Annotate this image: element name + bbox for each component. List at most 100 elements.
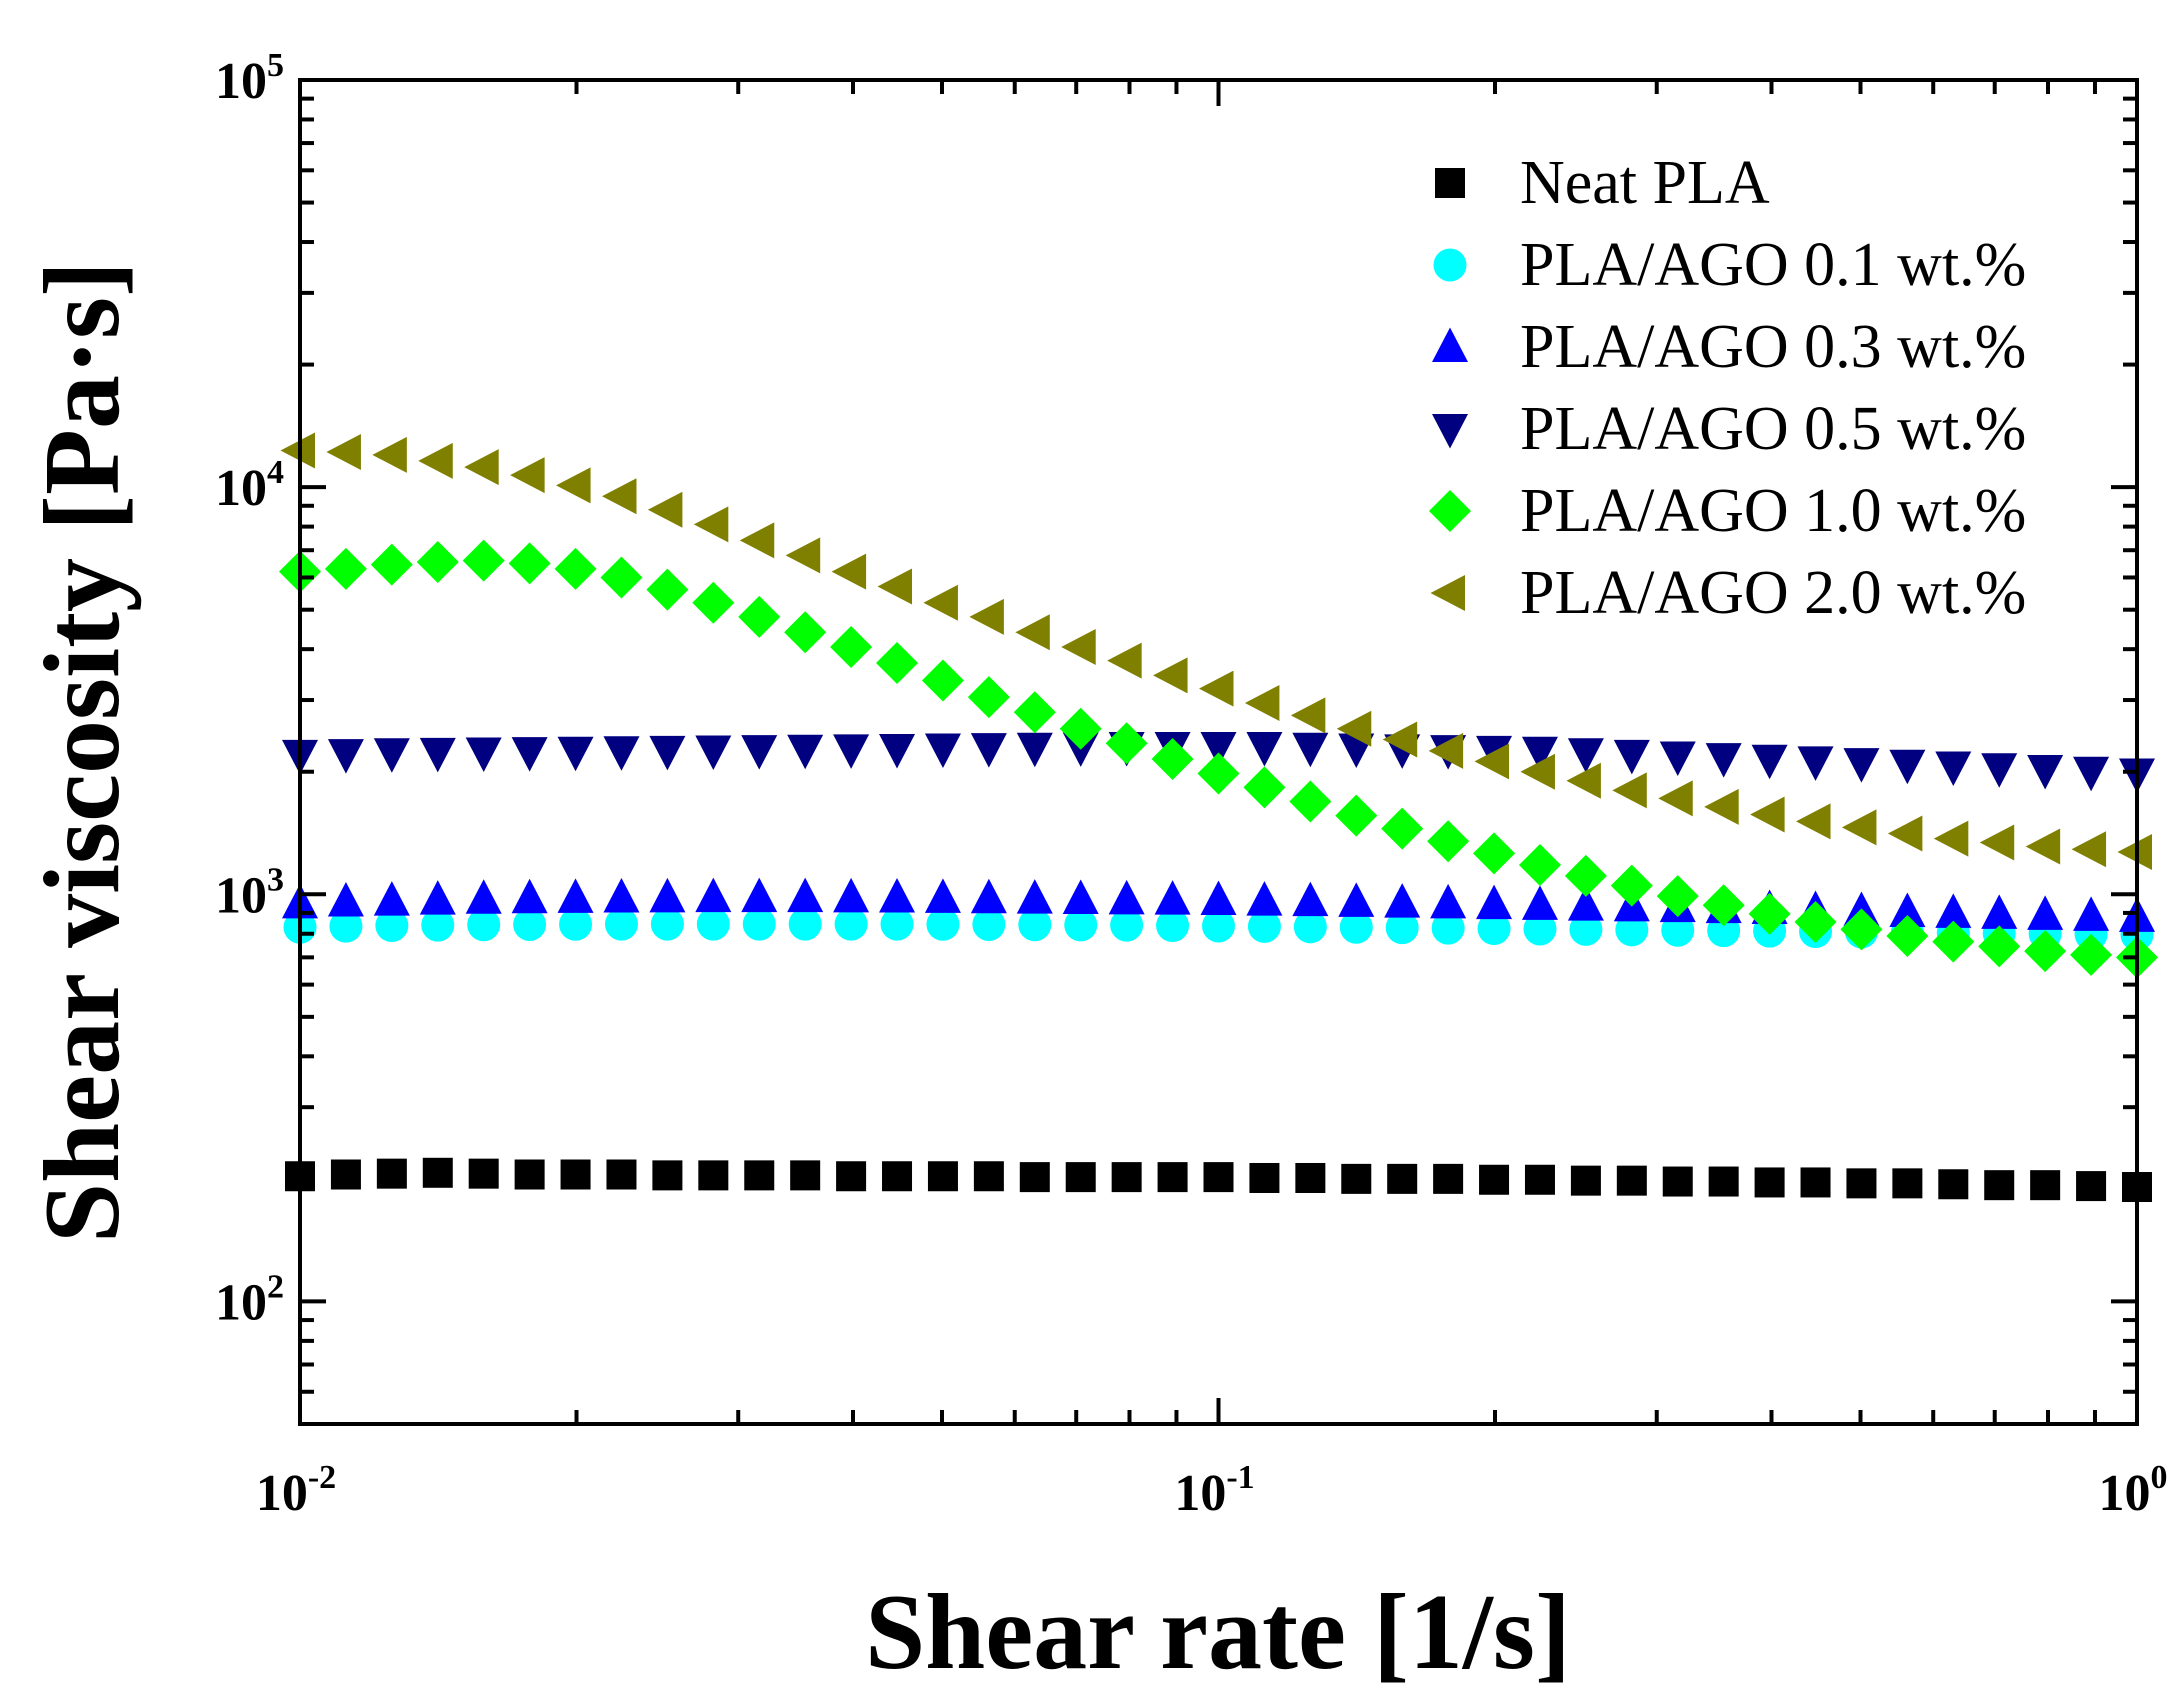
data-point (510, 457, 545, 494)
data-point (741, 877, 778, 913)
data-point (1521, 885, 1558, 920)
data-point (1658, 780, 1693, 817)
data-point (924, 733, 961, 769)
data-point (1203, 1162, 1234, 1193)
data-point (1016, 732, 1053, 768)
data-point (695, 735, 732, 771)
data-point (877, 568, 913, 605)
legend-marker (1435, 168, 1465, 198)
data-point (2117, 834, 2152, 871)
data-point (1247, 909, 1281, 943)
data-point (508, 542, 551, 585)
data-point (921, 659, 964, 702)
data-point (1430, 883, 1467, 919)
data-point (559, 907, 593, 941)
data-point (373, 881, 410, 916)
data-point (1108, 879, 1145, 915)
data-point (926, 907, 960, 941)
legend-marker (1433, 248, 1467, 282)
data-point (1616, 1165, 1647, 1196)
data-point (744, 1160, 775, 1191)
data-point (1154, 880, 1191, 915)
data-point (514, 1159, 545, 1190)
legend-label: PLA/AGO 0.3 wt.% (1520, 313, 2026, 381)
data-point (372, 436, 407, 473)
data-point (785, 537, 821, 574)
data-point (1433, 1163, 1464, 1194)
data-point (419, 737, 456, 773)
data-point (787, 734, 824, 770)
data-point (1889, 892, 1926, 927)
data-point (604, 907, 638, 941)
data-point (606, 1159, 637, 1190)
data-point (465, 879, 502, 914)
data-point (1059, 707, 1102, 750)
data-point (1243, 766, 1286, 809)
data-point (1151, 737, 1194, 780)
data-point (1564, 854, 1607, 897)
data-point (1612, 772, 1647, 809)
data-point (1153, 657, 1188, 694)
data-point (1157, 1162, 1188, 1193)
data-point (1246, 732, 1283, 767)
y-tick-label: 105 (215, 47, 284, 110)
data-point (2024, 930, 2067, 973)
data-point (511, 878, 548, 914)
data-point (1892, 1168, 1923, 1199)
data-point (1019, 1162, 1050, 1193)
data-point (1886, 914, 1929, 957)
data-point (1338, 882, 1375, 917)
data-point (879, 878, 916, 913)
data-point (698, 1160, 729, 1191)
data-point (742, 907, 776, 941)
legend-item: PLA/AGO 0.3 wt.% (1432, 313, 2026, 381)
data-point (695, 877, 732, 913)
data-point (649, 877, 686, 913)
data-point (1708, 1166, 1739, 1197)
data-point (970, 878, 1007, 914)
data-point (373, 738, 410, 773)
data-point (1981, 753, 2018, 788)
data-point (973, 1161, 1004, 1192)
data-point (1705, 743, 1742, 778)
series-6 (280, 432, 2152, 871)
data-point (1981, 894, 2018, 929)
data-point (464, 449, 499, 486)
y-tick-label: 102 (215, 1268, 284, 1331)
data-point (967, 676, 1010, 719)
data-point (652, 1160, 683, 1191)
data-point (419, 880, 456, 915)
data-point (416, 540, 459, 583)
data-point (1935, 751, 1972, 787)
data-point (600, 556, 643, 599)
data-point (2076, 1171, 2107, 1202)
data-point (1290, 697, 1326, 734)
data-point (326, 433, 361, 470)
data-point (1615, 913, 1649, 947)
data-point (1938, 1169, 1969, 1200)
data-point (1200, 880, 1237, 916)
legend-label: PLA/AGO 0.1 wt.% (1520, 231, 2026, 299)
data-point (2027, 754, 2064, 790)
data-point (1202, 909, 1235, 943)
data-point (1656, 875, 1699, 918)
data-point (739, 522, 775, 559)
data-point (1662, 1166, 1693, 1197)
legend: Neat PLA PLA/AGO 0.1 wt.% PLA/AGO 0.3 wt.%… (1429, 149, 2026, 627)
x-tick-label: 10-1 (1174, 1459, 1254, 1522)
data-point (1061, 628, 1096, 665)
data-point (418, 442, 453, 479)
data-point (1932, 920, 1975, 963)
data-point (1018, 908, 1052, 942)
data-point (2073, 896, 2110, 931)
data-point (462, 539, 505, 582)
data-point (1750, 796, 1785, 833)
data-point (1197, 752, 1240, 795)
data-point (1797, 746, 1834, 781)
data-point (375, 909, 409, 943)
data-point (693, 506, 729, 543)
data-point (1751, 744, 1788, 780)
data-point (511, 737, 548, 772)
data-point (330, 1159, 361, 1190)
